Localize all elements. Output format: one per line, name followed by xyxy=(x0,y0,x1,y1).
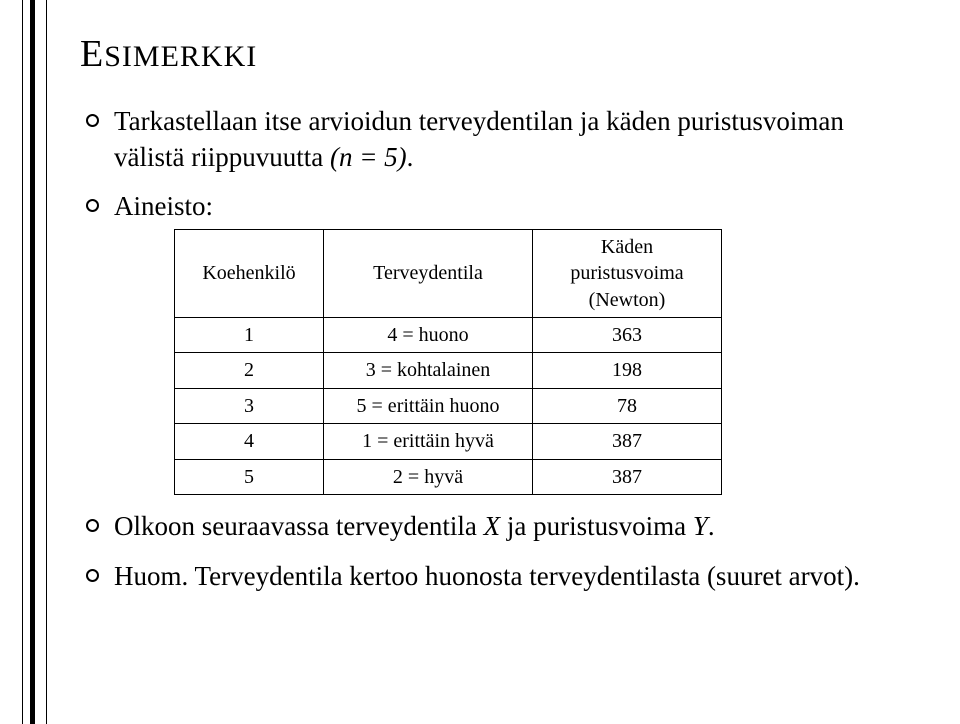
cell-newton: 387 xyxy=(533,459,722,494)
slide: ESIMERKKI Tarkastellaan itse arvioidun t… xyxy=(0,0,960,724)
bullet-3-mid: ja puristusvoima xyxy=(500,511,693,541)
bullet-item-1: Tarkastellaan itse arvioidun terveydenti… xyxy=(80,104,920,175)
bullet-3-pre: Olkoon seuraavassa terveydentila xyxy=(114,511,484,541)
table-row: 4 1 = erittäin hyvä 387 xyxy=(175,424,722,459)
title-first-letter: E xyxy=(80,33,104,75)
title-rest: SIMERKKI xyxy=(104,40,257,73)
table-row: 1 4 = huono 363 xyxy=(175,318,722,353)
bullet-item-2: Aineisto: Koehenkilö Terveydentila Käden… xyxy=(80,189,920,495)
table-header-c2: Terveydentila xyxy=(324,229,533,317)
table-row: 3 5 = erittäin huono 78 xyxy=(175,388,722,423)
bullet-3-x: X xyxy=(484,511,501,541)
cell-tila: 1 = erittäin hyvä xyxy=(324,424,533,459)
cell-tila: 4 = huono xyxy=(324,318,533,353)
bullet-1-text: Tarkastellaan itse arvioidun terveydenti… xyxy=(114,106,844,172)
data-table: Koehenkilö Terveydentila Käden puristusv… xyxy=(174,229,722,495)
cell-id: 2 xyxy=(175,353,324,388)
content-area: ESIMERKKI Tarkastellaan itse arvioidun t… xyxy=(80,32,920,608)
table-header-c3: Käden puristusvoima (Newton) xyxy=(533,229,722,317)
rule-line xyxy=(22,0,23,724)
rule-line xyxy=(34,0,35,724)
bullet-item-4: Huom. Terveydentila kertoo huonosta terv… xyxy=(80,559,920,595)
cell-tila: 5 = erittäin huono xyxy=(324,388,533,423)
bullet-2-text: Aineisto: xyxy=(114,191,213,221)
cell-newton: 198 xyxy=(533,353,722,388)
bullet-list: Tarkastellaan itse arvioidun terveydenti… xyxy=(80,104,920,594)
cell-tila: 2 = hyvä xyxy=(324,459,533,494)
bullet-3-post: . xyxy=(708,511,715,541)
data-table-wrap: Koehenkilö Terveydentila Käden puristusv… xyxy=(174,229,920,495)
slide-title: ESIMERKKI xyxy=(80,32,920,76)
table-header-c1: Koehenkilö xyxy=(175,229,324,317)
cell-tila: 3 = kohtalainen xyxy=(324,353,533,388)
cell-id: 3 xyxy=(175,388,324,423)
bullet-1-italic: (n = 5) xyxy=(330,142,407,172)
rule-line xyxy=(46,0,47,724)
table-row: 2 3 = kohtalainen 198 xyxy=(175,353,722,388)
bullet-4-text: Huom. Terveydentila kertoo huonosta terv… xyxy=(114,561,860,591)
table-header-row: Koehenkilö Terveydentila Käden puristusv… xyxy=(175,229,722,317)
cell-id: 5 xyxy=(175,459,324,494)
bullet-3-y: Y xyxy=(693,511,708,541)
bullet-item-3: Olkoon seuraavassa terveydentila X ja pu… xyxy=(80,509,920,545)
table-row: 5 2 = hyvä 387 xyxy=(175,459,722,494)
cell-newton: 387 xyxy=(533,424,722,459)
cell-newton: 78 xyxy=(533,388,722,423)
bullet-1-post: . xyxy=(407,142,414,172)
cell-newton: 363 xyxy=(533,318,722,353)
cell-id: 4 xyxy=(175,424,324,459)
cell-id: 1 xyxy=(175,318,324,353)
